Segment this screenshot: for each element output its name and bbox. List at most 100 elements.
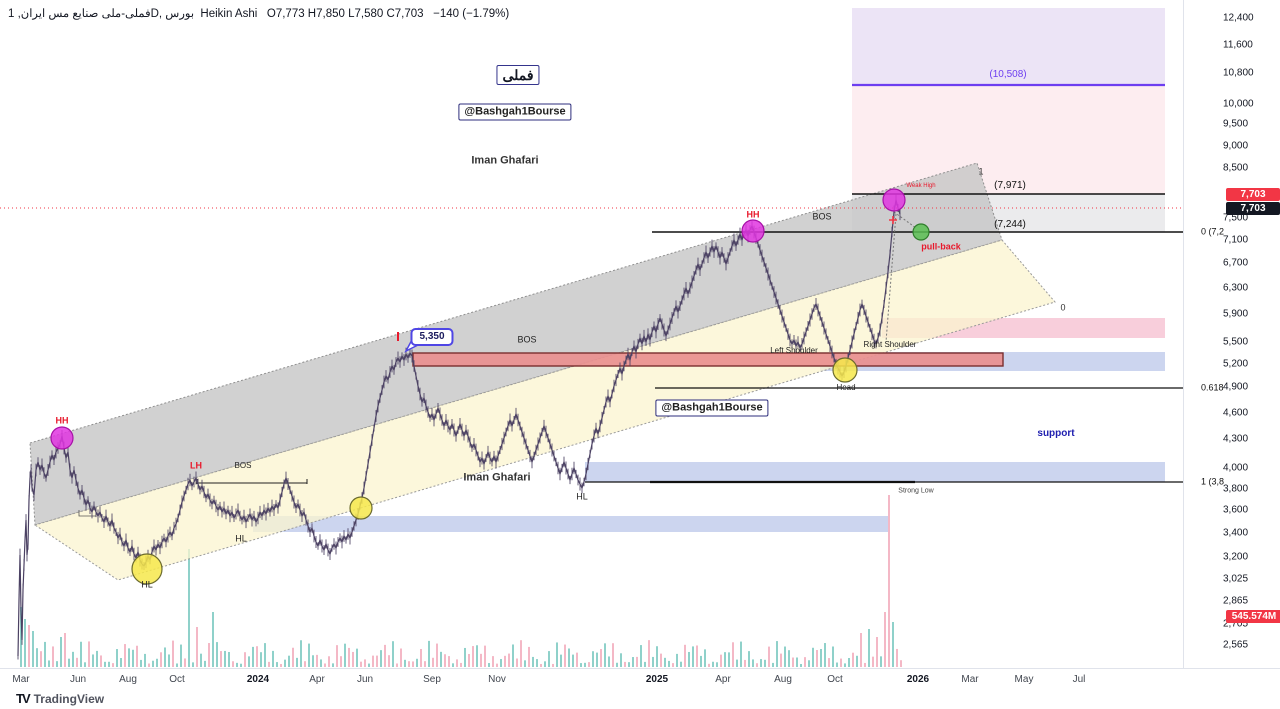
volume-bar [728, 652, 730, 667]
volume-bar [64, 633, 66, 667]
volume-bar [336, 645, 338, 667]
price-tick-3,200: 3,200 [1223, 551, 1249, 563]
price-tick-8,500: 8,500 [1223, 162, 1249, 174]
marker-hh-1[interactable] [50, 426, 74, 450]
price-tick-7,100: 7,100 [1223, 234, 1249, 246]
marker-hh-2[interactable] [741, 219, 765, 243]
volume-bar [44, 641, 46, 667]
volume-bar [732, 642, 734, 667]
support-band-3[interactable] [253, 516, 890, 532]
tradingview-logo-text: TradingView [33, 691, 105, 706]
volume-bar [116, 649, 118, 667]
tradingview-logo[interactable]: TV TradingView [16, 691, 104, 706]
bottom-bar: TV TradingView [0, 690, 1280, 709]
volume-bar [352, 651, 354, 667]
volume-bar [532, 656, 534, 667]
volume-bar [140, 659, 142, 667]
marker-hl-1[interactable] [131, 553, 163, 585]
volume-bar [776, 641, 778, 667]
marker-hl-2[interactable] [349, 496, 373, 520]
time-tick-Aug: Aug [774, 674, 792, 685]
price-scale[interactable]: 7,703 7,703 545.574M 12,400 11,600 10,800 1… [1183, 0, 1280, 668]
volume-bar [432, 657, 434, 667]
marker-weak-high[interactable] [882, 188, 906, 212]
volume-bar [428, 640, 430, 667]
volume-bar [520, 640, 522, 667]
channel-yellow[interactable] [33, 239, 1056, 581]
volume-bar [152, 660, 154, 667]
volume-bar [760, 659, 762, 667]
volume-bar [736, 659, 738, 667]
volume-bar [592, 651, 594, 667]
legend-symbol[interactable]: فملی-ملی صنایع مس ایران, 1D, بورس [8, 8, 195, 20]
volume-bar [636, 656, 638, 667]
supply-zone-bar[interactable] [412, 352, 1004, 367]
volume-bar [108, 661, 110, 667]
price-tick-5,900: 5,900 [1223, 308, 1249, 320]
volume-bar [340, 656, 342, 667]
volume-bar [496, 663, 498, 667]
target-zone-lavender[interactable] [852, 8, 1165, 85]
volume-bar [440, 651, 442, 667]
volume-bar [268, 661, 270, 667]
price-tick-3,400: 3,400 [1223, 527, 1249, 539]
volume-bar [840, 658, 842, 667]
volume-bar [212, 612, 214, 667]
time-tick-Jul: Jul [1072, 674, 1086, 685]
volume-bar [56, 661, 58, 667]
volume-bar [256, 646, 258, 667]
price-tick-4,300: 4,300 [1223, 433, 1249, 445]
volume-bar [328, 656, 330, 667]
marker-head[interactable] [832, 357, 858, 383]
volume-bar [164, 647, 166, 667]
price-tick-2,705: 2,705 [1223, 618, 1249, 630]
projection-zone-pink[interactable] [852, 85, 1165, 194]
volume-bar [548, 651, 550, 667]
time-tick-Aug: Aug [119, 674, 137, 685]
volume-bar [392, 641, 394, 667]
price-tick-5,200: 5,200 [1223, 358, 1249, 370]
volume-bar [252, 646, 254, 667]
price-tick-3,600: 3,600 [1223, 504, 1249, 516]
volume-bar [284, 659, 286, 667]
volume-bar [112, 663, 114, 667]
volume-bar [868, 629, 870, 667]
volume-bar [200, 653, 202, 667]
volume-bar [420, 648, 422, 667]
volume-bar [360, 661, 362, 667]
volume-bar [844, 663, 846, 667]
volume-bar [80, 641, 82, 667]
volume-bar [168, 654, 170, 667]
volume-bar [452, 663, 454, 667]
volume-bar [792, 657, 794, 667]
volume-bar [516, 658, 518, 667]
marker-pullback-green[interactable] [912, 223, 930, 241]
volume-bar [808, 660, 810, 667]
price-tick-6,300: 6,300 [1223, 282, 1249, 294]
time-tick-Mar: Mar [12, 674, 30, 685]
volume-bar [772, 662, 774, 667]
volume-bar [208, 643, 210, 667]
volume-bar [572, 654, 574, 667]
legend-chart-type[interactable]: Heikin Ashi [200, 8, 258, 20]
volume-bar [204, 660, 206, 667]
volume-bar [876, 637, 878, 667]
volume-bar [92, 654, 94, 667]
volume-bar [528, 646, 530, 667]
volume-bar [36, 648, 38, 667]
time-scale[interactable]: Mar Jun Aug Oct 2024 Apr Jun Sep Nov 2025 Apr Aug Oc… [0, 668, 1280, 691]
price-tick-4,900: 4,900 [1223, 381, 1249, 393]
symbol-legend[interactable]: فملی-ملی صنایع مس ایران, 1D, بورس Heikin… [8, 6, 509, 20]
volume-bar [240, 663, 242, 667]
volume-bar [380, 650, 382, 667]
volume-bar [556, 642, 558, 667]
volume-bar [500, 659, 502, 667]
volume-bar [404, 659, 406, 667]
volume-bar [864, 662, 866, 667]
volume-bar [40, 651, 42, 667]
support-band-2[interactable] [585, 462, 1165, 482]
time-tick-2025: 2025 [645, 674, 669, 685]
volume-bar [488, 663, 490, 667]
